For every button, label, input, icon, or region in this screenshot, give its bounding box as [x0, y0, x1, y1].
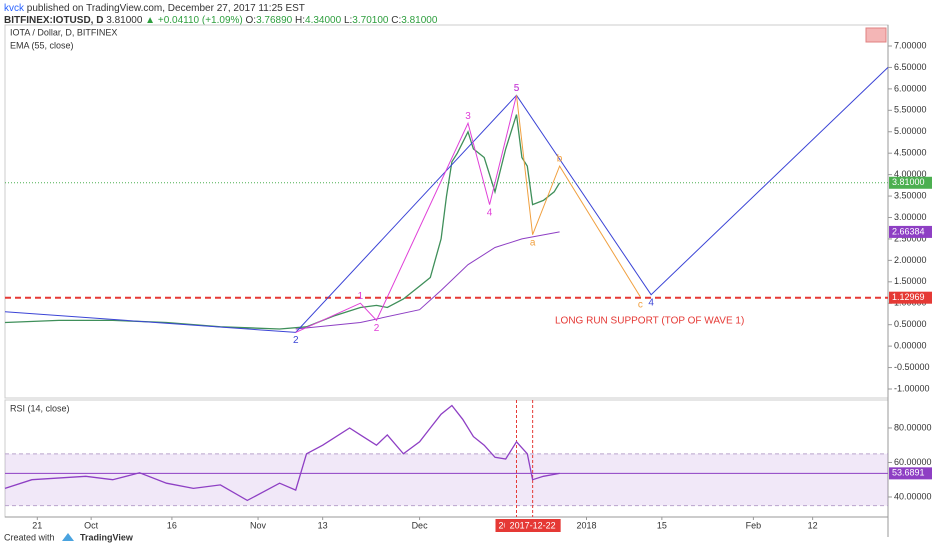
- y-tick-label: 2.50000: [894, 233, 927, 243]
- footer-brand[interactable]: TradingView: [80, 532, 134, 542]
- wave-label: 1: [358, 291, 364, 302]
- wave-label: 4: [648, 297, 654, 308]
- published: published on TradingView.com, December 2…: [27, 3, 305, 14]
- y-tick-label: 0.50000: [894, 319, 927, 329]
- x-tick-label: Feb: [746, 520, 762, 530]
- high: 4.34000: [305, 15, 342, 26]
- last: 3.81000: [106, 15, 143, 26]
- level-label: 53.6891: [892, 468, 925, 478]
- o-label: O:: [246, 15, 257, 26]
- wave-label: 2: [374, 323, 380, 334]
- last-badge: [889, 225, 932, 238]
- y-tick-label: 4.50000: [894, 148, 927, 158]
- y-tick-label: 6.50000: [894, 62, 927, 72]
- x-tick-label: 2018: [576, 520, 596, 530]
- legend-rsi: RSI (14, close): [10, 403, 70, 413]
- x-tick-label: Dec: [412, 520, 429, 530]
- legend-ema: EMA (55, close): [10, 40, 74, 50]
- y-tick-label: -1.00000: [894, 383, 930, 393]
- wave-label: b: [557, 154, 563, 165]
- wave-label: 3: [465, 111, 471, 122]
- h-label: H:: [295, 15, 305, 26]
- y-tick-label: 7.00000: [894, 40, 927, 50]
- low: 3.70100: [352, 15, 389, 26]
- close: 3.81000: [401, 15, 438, 26]
- x-tick-label: 15: [657, 520, 667, 530]
- y-tick-label: 60.00000: [894, 457, 932, 467]
- change: ▲ +0.04110 (+1.09%): [145, 15, 243, 26]
- x-tick-label: Oct: [84, 520, 99, 530]
- annotation: LONG RUN SUPPORT (TOP OF WAVE 1): [555, 316, 744, 327]
- header-line: kvck published on TradingView.com, Decem…: [4, 3, 305, 14]
- series-line: [4, 404, 560, 502]
- y-tick-label: 40.00000: [894, 491, 932, 501]
- series-line: [4, 114, 561, 330]
- logo: [62, 533, 74, 541]
- y-tick-label: 4.00000: [894, 169, 927, 179]
- y-tick-label: 6.00000: [894, 83, 927, 93]
- level-badge: [889, 176, 932, 189]
- wave-label: 2: [293, 335, 299, 346]
- author[interactable]: kvck: [4, 3, 25, 14]
- wave-label: 5: [514, 83, 520, 94]
- x-tick-label: 21: [32, 520, 42, 530]
- y-tick-label: 0.00000: [894, 340, 927, 350]
- x-tick-label: 16: [167, 520, 177, 530]
- wave-label: c: [638, 299, 643, 310]
- y-tick-label: 5.00000: [894, 126, 927, 136]
- x-highlight-label: 2017-12-22: [510, 520, 556, 530]
- x-tick-label: Nov: [250, 520, 267, 530]
- series-line: [295, 231, 560, 330]
- last-label: 2.66384: [892, 226, 925, 236]
- wave-label: 5: [514, 83, 520, 94]
- open: 3.76890: [256, 15, 293, 26]
- symbol: BITFINEX:IOTUSD, D: [4, 15, 103, 26]
- level-badge: [889, 291, 932, 304]
- y-tick-label: 1.50000: [894, 276, 927, 286]
- symbol-line: BITFINEX:IOTUSD, D 3.81000 ▲ +0.04110 (+…: [4, 15, 438, 26]
- level-label: 1.12969: [892, 292, 925, 302]
- y-tick-label: 80.00000: [894, 422, 932, 432]
- y-tick-label: 3.00000: [894, 212, 927, 222]
- footer-created: Created with: [4, 532, 55, 542]
- rsi-band: [5, 453, 888, 506]
- wave-label: 4: [487, 207, 493, 218]
- y-tick-label: 2.00000: [894, 255, 927, 265]
- series-line: [516, 95, 641, 298]
- x-tick-label: 13: [318, 520, 328, 530]
- c-label: C:: [391, 15, 401, 26]
- corner-button[interactable]: [865, 27, 887, 43]
- legend-main: IOTA / Dollar, D, BITFINEX: [10, 27, 117, 37]
- series-line: [295, 95, 517, 333]
- level-badge: [889, 467, 932, 480]
- y-tick-label: 5.50000: [894, 105, 927, 115]
- x-tick-label: 12: [808, 520, 818, 530]
- wave-label: a: [530, 237, 536, 248]
- y-tick-label: -0.50000: [894, 362, 930, 372]
- l-label: L:: [344, 15, 352, 26]
- y-tick-label: 3.50000: [894, 190, 927, 200]
- x-highlight: [504, 519, 561, 532]
- level-label: 3.81000: [892, 177, 925, 187]
